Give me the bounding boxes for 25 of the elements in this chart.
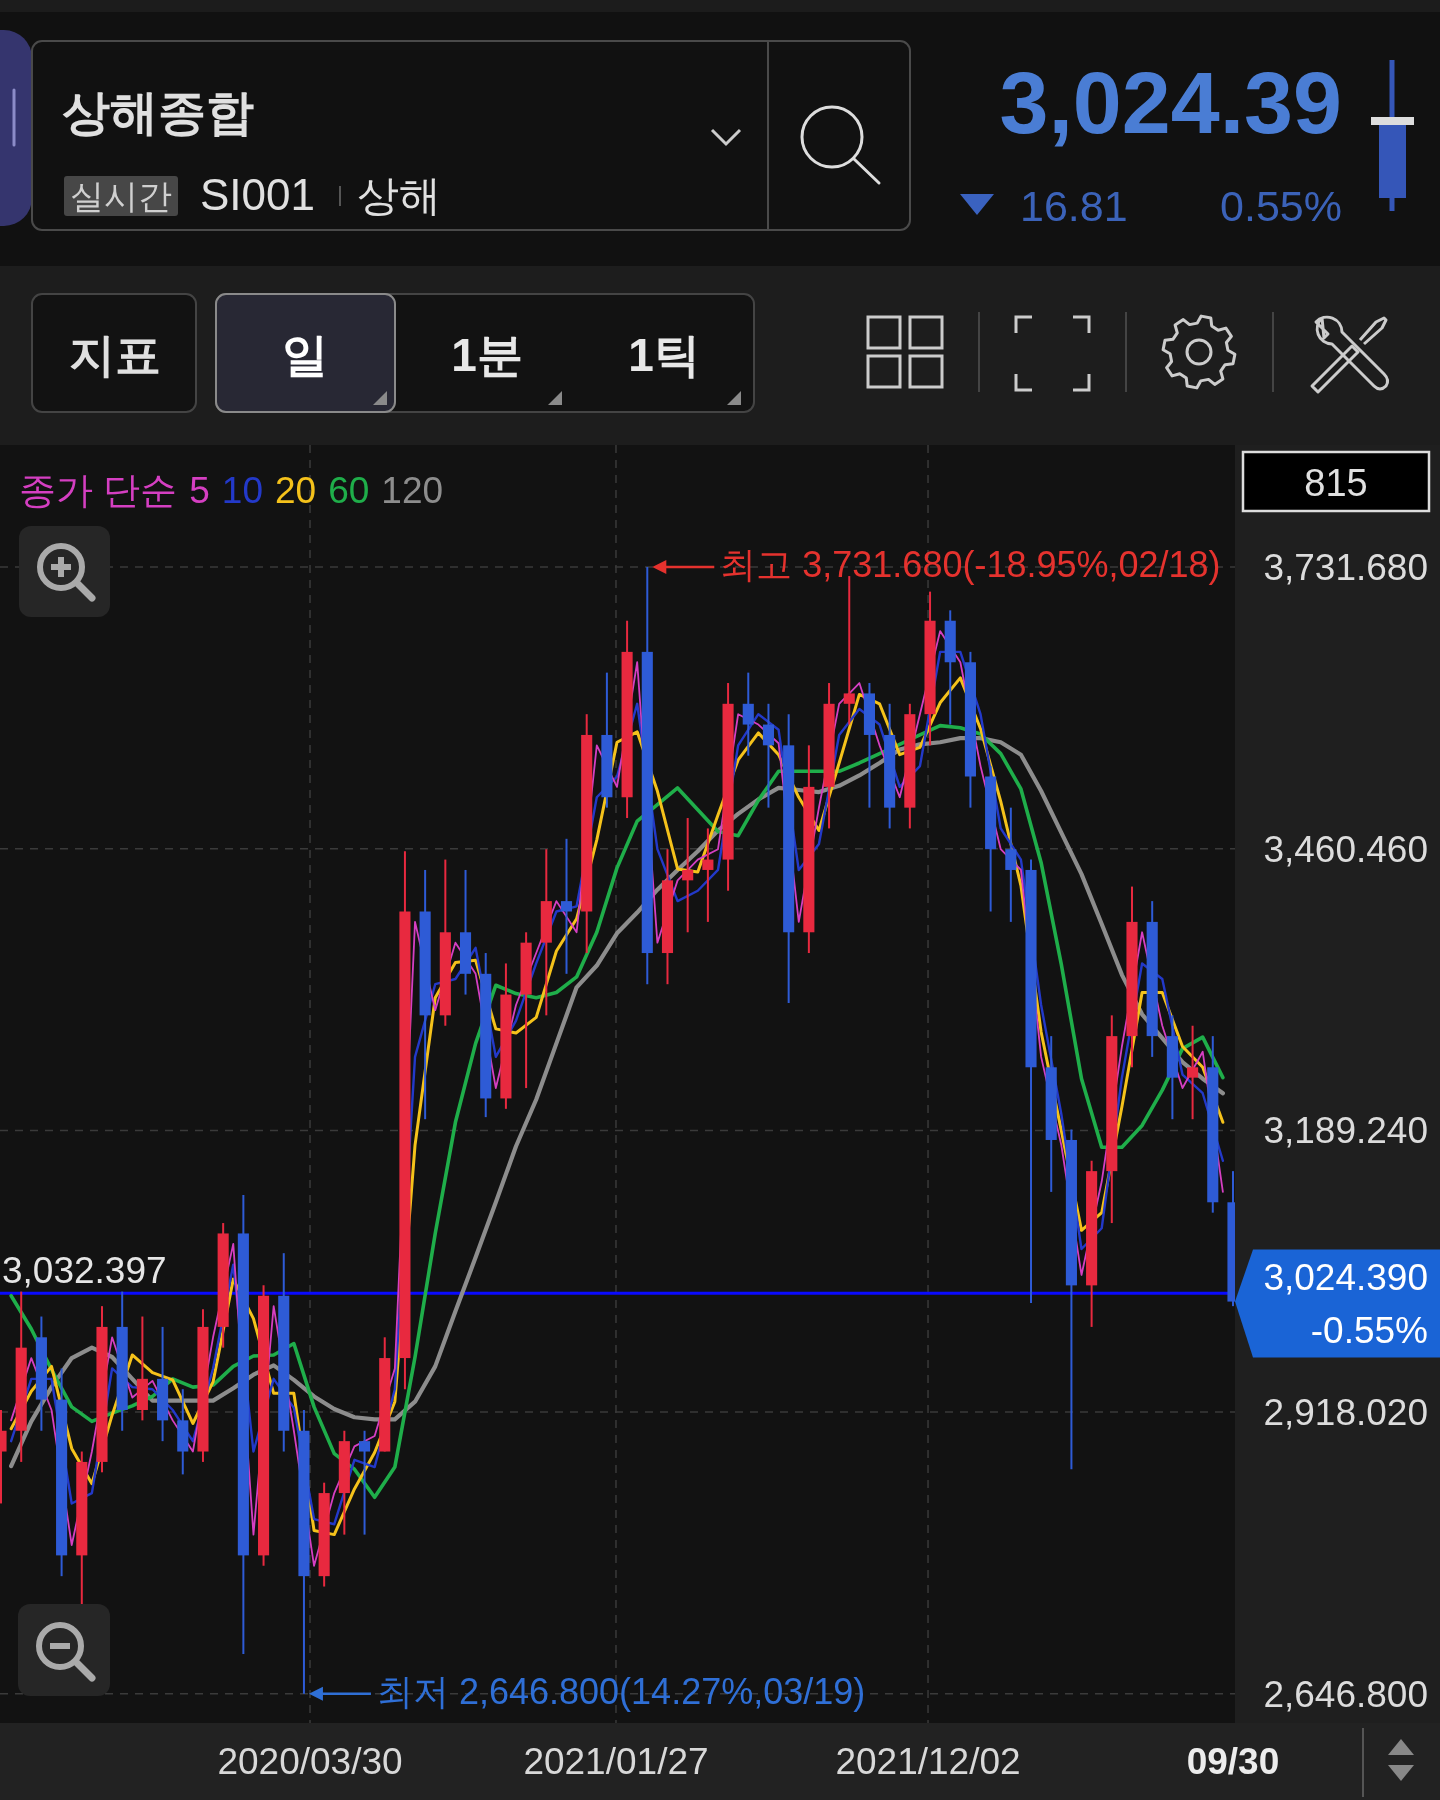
ref-line-label: 3,032.397 [2, 1250, 167, 1292]
text: 상해 [357, 172, 441, 219]
y-tick-label: 2,918.020 [1263, 1392, 1428, 1434]
y-tick-label: 3,460.460 [1263, 828, 1428, 870]
text: 0.55% [1220, 182, 1342, 230]
y-tick-label: 3,731.680 [1263, 547, 1428, 589]
text: 일 [282, 329, 328, 381]
text: 3,024.39 [999, 53, 1342, 152]
x-tick-label: 2021/12/02 [835, 1741, 1021, 1782]
legend: 종가 단순 5 10 20 60 120 [19, 470, 444, 511]
title: 상해종합 [62, 86, 254, 139]
y-tick-label: 3,189.240 [1263, 1110, 1428, 1152]
text: 1분 [451, 329, 523, 381]
text: SI001 [200, 170, 315, 219]
x-tick-label: 2020/03/30 [217, 1741, 403, 1782]
text: 16.81 [1020, 182, 1128, 230]
annotation: 최저 2,646.800(14.27%,03/19) [376, 1670, 866, 1712]
x-tick-label: 2021/01/27 [523, 1741, 709, 1782]
annotation: 최고 3,731.680(-18.95%,02/18) [720, 544, 1221, 586]
y-tick-label: 2,646.800 [1263, 1673, 1428, 1715]
text: 815 [1304, 462, 1368, 504]
annotation: 3,024.390 -0.55% [1263, 1256, 1428, 1351]
text: 지표 [69, 329, 161, 381]
x-tick-label: 09/30 [1186, 1741, 1280, 1782]
text: 1틱 [628, 329, 700, 381]
